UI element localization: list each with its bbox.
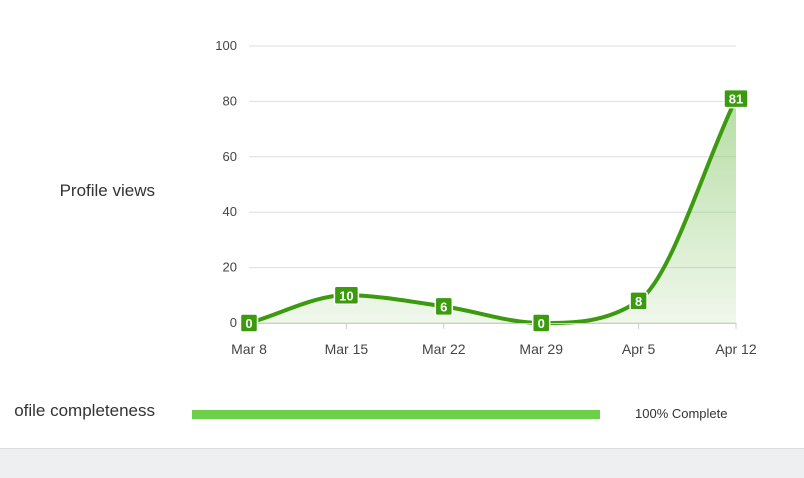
data-label-box — [434, 296, 454, 317]
y-tick-label: 60 — [223, 149, 237, 164]
data-label: 8 — [629, 291, 648, 311]
data-label-text: 8 — [635, 294, 642, 309]
chart-x-axis: Mar 8 Mar 15 Mar 22 Mar 29 Apr 5 Apr 12 — [231, 323, 757, 357]
y-tick-label: 40 — [223, 204, 237, 219]
data-label: 6 — [434, 296, 454, 317]
x-tick-label: Apr 12 — [715, 341, 756, 357]
completeness-progress-bar — [192, 410, 600, 419]
data-label-text: 0 — [245, 316, 252, 331]
data-label-box — [239, 313, 259, 333]
x-tick-label: Mar 22 — [422, 341, 466, 357]
x-tick-label: Mar 8 — [231, 341, 267, 357]
series-area-fill — [249, 98, 736, 323]
data-label: 0 — [531, 313, 551, 333]
footer-bar — [0, 448, 804, 478]
chart-area — [247, 96, 738, 326]
data-label-text: 10 — [339, 288, 353, 303]
data-label: 0 — [239, 313, 259, 333]
data-label: 10 — [333, 285, 360, 306]
data-label-text: 81 — [729, 92, 743, 107]
profile-completeness-label: ofile completeness — [14, 401, 155, 420]
completeness-progress-fill — [192, 410, 600, 419]
completeness-progress-text: 100% Complete — [635, 406, 728, 421]
data-label-box — [531, 313, 551, 333]
y-tick-label: 0 — [230, 315, 237, 330]
profile-views-label: Profile views — [59, 181, 155, 200]
data-label-text: 0 — [538, 316, 545, 331]
chart-data-labels: 0 10 6 0 8 81 — [239, 88, 749, 333]
data-label-box — [333, 285, 360, 306]
y-tick-label: 20 — [223, 260, 237, 275]
data-label-box — [629, 291, 648, 311]
x-tick-label: Mar 15 — [325, 341, 369, 357]
x-tick-label: Mar 29 — [519, 341, 563, 357]
data-label: 81 — [723, 88, 749, 109]
data-label-box — [723, 88, 749, 109]
x-tick-label: Apr 5 — [622, 341, 656, 357]
data-label-text: 6 — [440, 299, 447, 314]
y-tick-label: 100 — [215, 38, 237, 53]
y-tick-label: 80 — [223, 93, 237, 108]
